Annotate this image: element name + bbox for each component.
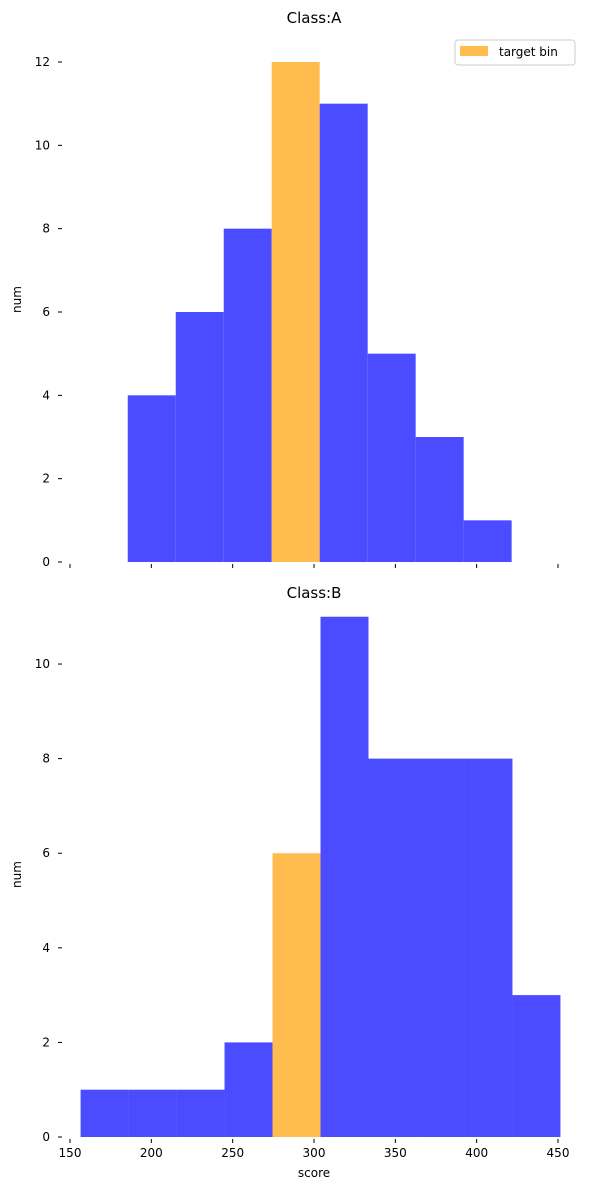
y-tick-label: 8 — [42, 222, 50, 236]
x-tick-label: 450 — [547, 1146, 570, 1160]
histogram-bar — [464, 758, 513, 1137]
histogram-bar — [415, 437, 464, 562]
y-tick-label: 6 — [42, 846, 50, 860]
x-tick-label: 350 — [384, 1146, 407, 1160]
chart-panel-2: Class:B 0 2 4 6 8 10 150 200 250 300 350 400 450 num sc… — [10, 584, 569, 1180]
y-tick-label: 0 — [42, 555, 50, 569]
x-tick-label: 250 — [221, 1146, 244, 1160]
histogram-bar — [320, 616, 369, 1137]
y-axis-label: num — [10, 861, 24, 888]
histogram-bar — [176, 1089, 225, 1137]
histogram-bar — [224, 1042, 273, 1137]
histogram-bar — [80, 1089, 129, 1137]
y-axis-label: num — [10, 286, 24, 313]
chart-title: Class:B — [287, 584, 342, 602]
target-bin-bar — [271, 62, 320, 562]
x-tick-label: 150 — [59, 1146, 82, 1160]
y-tick-label: 2 — [42, 472, 50, 486]
histogram-bar — [512, 995, 561, 1137]
x-tick-label: 400 — [465, 1146, 488, 1160]
chart-panel-1: Class:A 0 2 4 6 8 10 12 num target bin — [10, 9, 576, 569]
histogram-bar — [127, 395, 176, 562]
histogram-bar — [223, 228, 272, 563]
y-tick-label: 8 — [42, 752, 50, 766]
y-tick-label: 4 — [42, 941, 50, 955]
histogram-bar — [463, 520, 512, 562]
chart-title: Class:A — [287, 9, 343, 27]
x-axis-label: score — [298, 1166, 330, 1180]
y-tick-label: 12 — [35, 55, 50, 69]
y-tick-label: 10 — [35, 657, 50, 671]
y-tick-label: 2 — [42, 1035, 50, 1049]
y-tick-label: 6 — [42, 305, 50, 319]
x-tick-label: 300 — [303, 1146, 326, 1160]
y-tick-label: 0 — [42, 1130, 50, 1144]
histogram-bar — [367, 353, 416, 562]
histogram-bar — [416, 758, 465, 1137]
histogram-bar — [175, 312, 224, 562]
histogram-bar — [319, 103, 368, 563]
histogram-bar — [128, 1089, 177, 1137]
target-bin-bar — [272, 853, 321, 1137]
y-tick-label: 10 — [35, 138, 50, 152]
y-tick-label: 4 — [42, 388, 50, 402]
legend-label: target bin — [499, 45, 558, 59]
legend-swatch — [460, 46, 488, 56]
histogram-bar — [368, 758, 417, 1137]
legend: target bin — [454, 39, 576, 66]
x-tick-label: 200 — [140, 1146, 163, 1160]
